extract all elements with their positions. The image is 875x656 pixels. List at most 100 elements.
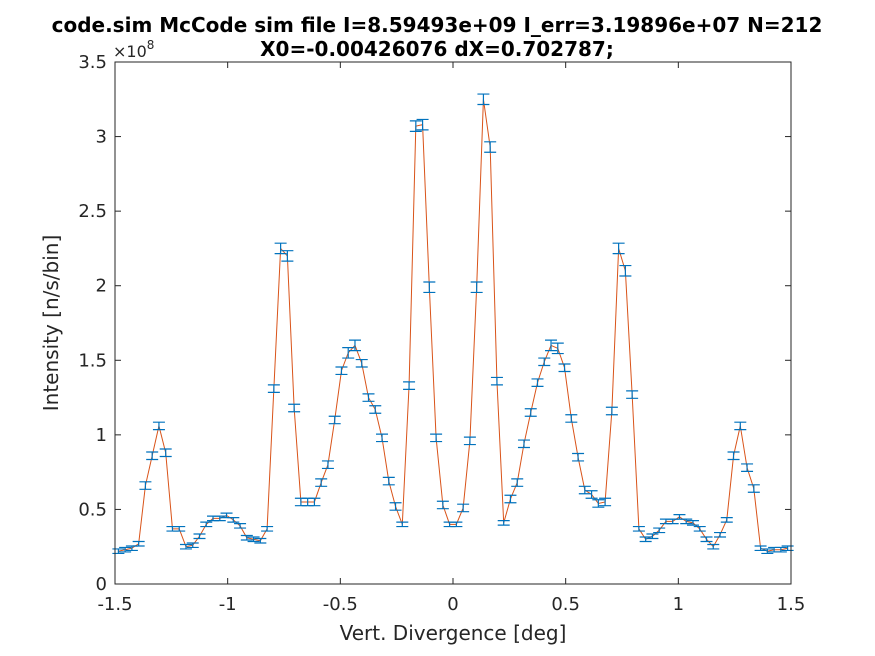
x-tick-label: 1 <box>673 594 684 615</box>
error-bar <box>463 436 476 446</box>
y-axis-label: Intensity [n/s/bin] <box>39 235 63 412</box>
error-bar <box>376 433 389 443</box>
error-bar <box>747 484 760 493</box>
error-bar <box>240 534 253 541</box>
error-bar <box>653 527 666 534</box>
error-bar <box>524 408 537 417</box>
error-bar <box>686 520 699 526</box>
error-bar <box>511 478 524 487</box>
y-tick-label: 0.5 <box>78 499 107 520</box>
axes-box <box>114 61 792 585</box>
error-bar <box>267 384 280 393</box>
chart-title: X0=-0.00426076 dX=0.702787; <box>260 37 614 61</box>
error-bar <box>727 451 740 461</box>
error-bar <box>572 452 585 462</box>
x-axis-label: Vert. Divergence [deg] <box>340 621 567 645</box>
error-bar <box>179 543 192 550</box>
x-tick-label: -0.5 <box>323 594 358 615</box>
x-tick-label: 0.5 <box>551 594 580 615</box>
error-bar <box>112 548 125 555</box>
error-bar <box>423 281 436 294</box>
error-bar <box>288 403 301 413</box>
error-bar <box>477 93 490 106</box>
error-bar <box>281 250 294 262</box>
error-bar <box>261 525 274 532</box>
error-bar <box>132 540 145 547</box>
error-bar <box>436 500 449 510</box>
x-tick-label: 0 <box>447 594 458 615</box>
x-tick-label: -1.5 <box>97 594 132 615</box>
error-bar <box>707 543 720 550</box>
error-bar <box>578 485 591 495</box>
error-bar <box>159 448 172 458</box>
error-bar <box>173 525 186 532</box>
error-bar <box>416 118 429 131</box>
error-bar <box>612 242 625 255</box>
error-bar <box>186 542 199 549</box>
error-bar <box>152 421 165 431</box>
error-bar <box>139 481 152 490</box>
error-bar <box>315 478 328 487</box>
error-bar <box>517 439 530 449</box>
error-bar <box>470 281 483 294</box>
error-bar <box>545 339 558 352</box>
error-bar <box>342 347 355 359</box>
error-bar <box>781 545 794 552</box>
error-bar <box>369 405 382 414</box>
error-bar <box>450 521 463 528</box>
error-bar <box>308 497 321 507</box>
error-bar <box>599 497 612 507</box>
error-bar <box>531 378 544 387</box>
error-bar <box>619 264 632 277</box>
error-bar <box>213 515 226 522</box>
y-tick-label: 0 <box>96 574 107 595</box>
y-tick-label: 1.5 <box>78 350 107 371</box>
error-bar <box>335 366 348 376</box>
error-bar <box>605 406 618 416</box>
error-bar <box>680 518 693 525</box>
error-bar <box>274 242 287 255</box>
error-bar <box>254 537 267 544</box>
error-bar <box>396 521 409 528</box>
error-bar <box>193 533 206 540</box>
y-tick-label: 3 <box>96 127 107 148</box>
x-tick-label: -1 <box>219 594 237 615</box>
error-bar <box>234 522 247 529</box>
error-bar <box>741 463 754 472</box>
plot-area <box>115 62 791 584</box>
error-bar <box>362 393 375 402</box>
error-bar <box>646 533 659 540</box>
error-bar <box>119 546 132 553</box>
error-bar <box>227 517 240 523</box>
error-bar <box>761 548 774 555</box>
error-bar <box>389 502 402 511</box>
error-bar <box>774 546 787 553</box>
error-bar <box>538 357 551 367</box>
error-bar <box>355 358 368 368</box>
error-bar <box>714 531 727 538</box>
error-bar <box>484 141 497 153</box>
error-bar <box>754 545 767 552</box>
error-bar <box>497 520 510 526</box>
error-bar <box>403 381 416 390</box>
error-bar <box>348 339 361 352</box>
error-bar <box>592 499 605 508</box>
y-exponent-power: 8 <box>147 38 155 52</box>
error-bar <box>626 390 639 399</box>
error-bar <box>720 517 733 523</box>
error-bar <box>700 536 713 543</box>
y-tick-label: 3.5 <box>78 52 107 73</box>
error-bar <box>382 476 395 486</box>
error-bar <box>551 342 564 355</box>
error-bar <box>558 363 571 373</box>
y-exponent-base: ×10 <box>113 42 147 61</box>
error-bar <box>146 451 159 461</box>
error-bar <box>504 494 517 504</box>
error-bar <box>639 536 652 543</box>
error-bar <box>490 376 503 386</box>
error-bar <box>457 503 470 513</box>
error-bar <box>734 421 747 431</box>
error-bar <box>328 415 341 425</box>
